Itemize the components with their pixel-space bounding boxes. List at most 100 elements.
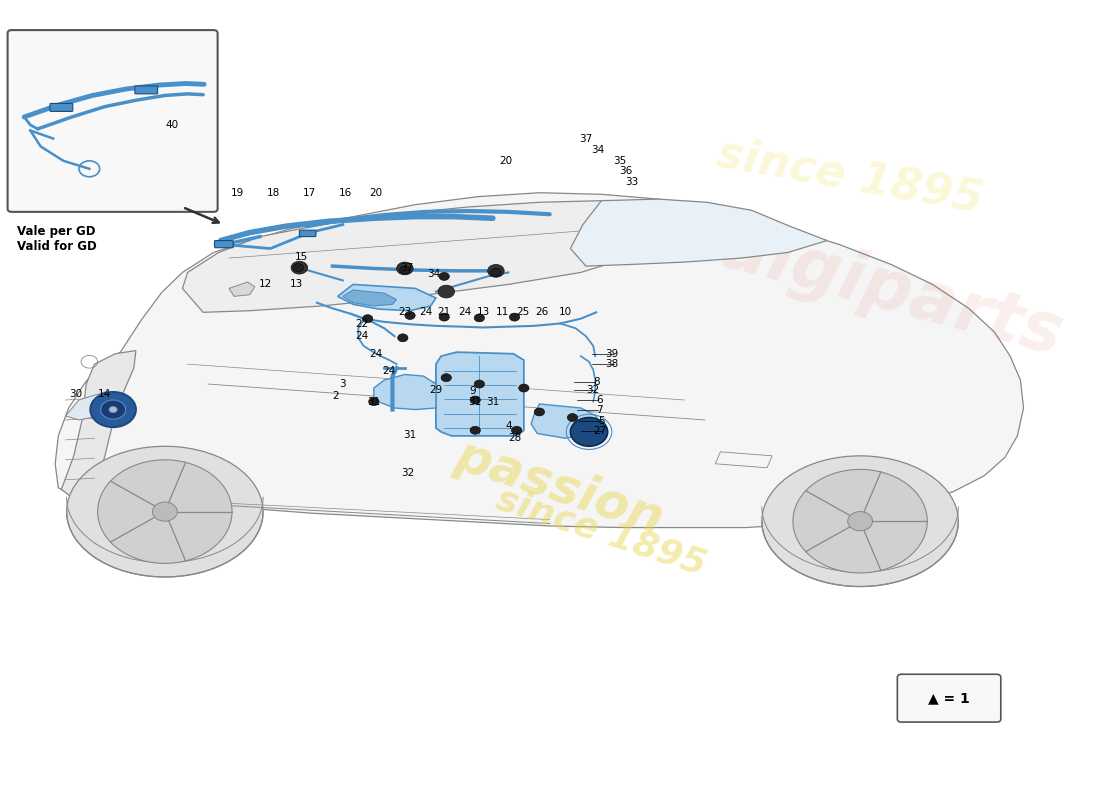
- Text: 27: 27: [593, 426, 606, 436]
- Text: 26: 26: [535, 307, 548, 318]
- Polygon shape: [229, 282, 255, 296]
- Text: since 1895: since 1895: [492, 482, 711, 582]
- Bar: [560, 422, 592, 434]
- Text: 40: 40: [165, 120, 178, 130]
- Text: 2: 2: [332, 391, 339, 401]
- FancyBboxPatch shape: [214, 241, 233, 248]
- Circle shape: [397, 262, 414, 275]
- Text: 11: 11: [495, 307, 509, 318]
- Text: 28: 28: [508, 434, 521, 443]
- Circle shape: [363, 314, 373, 322]
- Text: 10: 10: [559, 307, 572, 318]
- Polygon shape: [436, 352, 524, 436]
- Circle shape: [439, 273, 450, 281]
- Circle shape: [848, 512, 872, 530]
- Circle shape: [153, 502, 177, 521]
- Circle shape: [509, 313, 519, 321]
- FancyBboxPatch shape: [299, 230, 316, 237]
- Text: 35: 35: [614, 156, 627, 166]
- Text: ▲ = 1: ▲ = 1: [928, 691, 970, 705]
- Text: 31: 31: [404, 430, 417, 440]
- Circle shape: [470, 396, 481, 404]
- Text: 7: 7: [596, 406, 603, 415]
- FancyBboxPatch shape: [50, 103, 73, 111]
- Circle shape: [470, 426, 481, 434]
- Text: 12: 12: [258, 279, 272, 290]
- Text: 36: 36: [619, 166, 632, 176]
- Text: 32: 32: [402, 468, 415, 478]
- Circle shape: [571, 418, 607, 446]
- Circle shape: [519, 384, 529, 392]
- Polygon shape: [762, 456, 958, 586]
- Text: 21: 21: [438, 307, 451, 318]
- Polygon shape: [343, 290, 397, 306]
- FancyBboxPatch shape: [898, 674, 1001, 722]
- Text: 17: 17: [304, 188, 317, 198]
- Circle shape: [101, 400, 125, 419]
- Circle shape: [109, 406, 118, 413]
- Text: 15: 15: [295, 251, 308, 262]
- Text: 23: 23: [398, 307, 411, 318]
- Text: 24: 24: [459, 307, 472, 318]
- FancyBboxPatch shape: [8, 30, 218, 212]
- Circle shape: [512, 426, 521, 434]
- Polygon shape: [571, 199, 827, 266]
- Polygon shape: [98, 460, 232, 563]
- Text: 30: 30: [69, 390, 82, 399]
- Circle shape: [397, 334, 408, 342]
- Text: 31: 31: [486, 397, 499, 406]
- Text: 13: 13: [477, 307, 491, 318]
- Polygon shape: [66, 392, 120, 420]
- Text: luigiparts: luigiparts: [691, 207, 1071, 370]
- Text: 31: 31: [367, 397, 381, 406]
- Circle shape: [292, 262, 308, 274]
- Circle shape: [368, 398, 379, 406]
- Text: 34: 34: [591, 146, 604, 155]
- Circle shape: [474, 314, 484, 322]
- Text: 25: 25: [516, 307, 529, 318]
- Circle shape: [439, 313, 450, 321]
- Circle shape: [568, 414, 578, 422]
- Polygon shape: [338, 285, 436, 310]
- Text: 37: 37: [400, 263, 414, 274]
- Text: passion: passion: [450, 431, 670, 544]
- Text: 18: 18: [267, 188, 280, 198]
- Circle shape: [535, 408, 544, 416]
- Polygon shape: [531, 404, 600, 438]
- Text: 24: 24: [370, 349, 383, 358]
- Text: 5: 5: [598, 416, 605, 426]
- Polygon shape: [55, 193, 1024, 527]
- Text: 31: 31: [469, 397, 482, 406]
- Text: 39: 39: [605, 349, 618, 358]
- Polygon shape: [62, 350, 136, 500]
- Text: 33: 33: [625, 178, 638, 187]
- Circle shape: [491, 269, 502, 277]
- Text: 16: 16: [339, 188, 352, 198]
- Text: 29: 29: [429, 386, 442, 395]
- Text: 20: 20: [499, 156, 513, 166]
- Circle shape: [399, 266, 410, 274]
- Text: Vale per GD
Valid for GD: Vale per GD Valid for GD: [16, 225, 97, 253]
- Text: 24: 24: [419, 307, 432, 318]
- Text: 4: 4: [505, 421, 512, 430]
- Circle shape: [474, 380, 484, 388]
- FancyBboxPatch shape: [135, 86, 157, 94]
- Text: 6: 6: [596, 395, 603, 405]
- Text: 37: 37: [580, 134, 593, 143]
- Text: 19: 19: [231, 188, 244, 198]
- Circle shape: [487, 265, 504, 278]
- Text: 14: 14: [98, 390, 111, 399]
- Text: 9: 9: [470, 386, 476, 396]
- Polygon shape: [374, 374, 436, 410]
- Text: 34: 34: [427, 269, 440, 279]
- Circle shape: [405, 311, 415, 319]
- Text: 3: 3: [340, 379, 346, 389]
- Text: 24: 24: [383, 366, 396, 376]
- Polygon shape: [793, 470, 927, 573]
- Text: 32: 32: [586, 386, 600, 395]
- Text: 24: 24: [355, 331, 368, 342]
- Circle shape: [90, 392, 136, 427]
- Text: 20: 20: [370, 188, 383, 198]
- Text: since 1895: since 1895: [714, 132, 986, 222]
- Polygon shape: [183, 201, 672, 312]
